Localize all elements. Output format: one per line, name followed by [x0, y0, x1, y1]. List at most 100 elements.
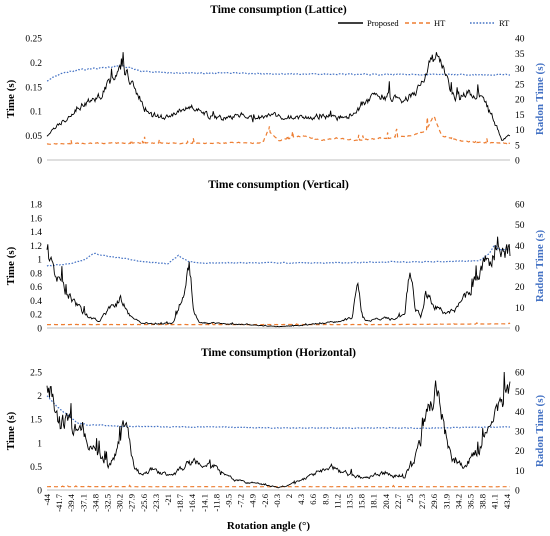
x-tick-label: -14.1 — [199, 494, 209, 512]
y-right-tick-label: 10 — [515, 304, 525, 314]
y-tick-label: 0.1 — [30, 108, 42, 118]
chart-panel-3: Time consumption (Horizontal) 0 0.5 1 1.5 2 2.… — [5, 347, 546, 497]
x-tick-label: -7.2 — [236, 494, 246, 508]
x-tick-label: 20.4 — [381, 493, 391, 509]
y-tick-label: 0 — [37, 325, 42, 335]
x-tick-label: 4.3 — [296, 494, 306, 505]
y-right-axis-label: Radon Time (s) — [534, 395, 546, 468]
x-tick-label: 29.6 — [429, 493, 439, 509]
series-line-ht — [46, 115, 511, 145]
x-tick-label: -30.2 — [115, 494, 125, 512]
x-tick-label: 25 — [405, 494, 415, 503]
x-tick-label: 11.2 — [332, 494, 342, 509]
y-right-tick-label: 10 — [515, 467, 525, 477]
x-tick-label: 13.5 — [345, 494, 355, 509]
y-tick-label: 1 — [37, 256, 42, 266]
legend-label-proposed: Proposed — [367, 18, 399, 28]
series-line-rt — [46, 64, 510, 82]
series-line-rt — [46, 244, 511, 267]
y-tick-label: 0.25 — [25, 35, 42, 45]
y-tick-label: 1.6 — [30, 214, 42, 224]
y-tick-label: 0.8 — [30, 269, 42, 279]
y-right-tick-label: 60 — [515, 369, 525, 379]
x-tick-label: -21 — [163, 494, 173, 505]
chart-panel-2: Time consumption (Vertical) 0 0.2 0.4 0.6 0.8… — [5, 179, 546, 335]
x-tick-label: -25.6 — [139, 493, 149, 512]
y-right-tick-label: 50 — [515, 221, 525, 231]
x-tick-label: 15.8 — [357, 494, 367, 509]
y-tick-label: 0.4 — [30, 297, 42, 307]
y-right-tick-label: 30 — [515, 263, 525, 273]
series-line-ht — [47, 484, 511, 488]
y-right-tick-label: 30 — [515, 428, 525, 438]
y-right-tick-label: 50 — [515, 388, 525, 398]
legend: Proposed HT RT — [338, 18, 510, 28]
x-tick-label: 43.4 — [502, 493, 512, 509]
y-right-tick-label: 20 — [515, 447, 525, 457]
y-right-tick-label: 60 — [515, 201, 525, 211]
y-right-tick-label: 40 — [515, 242, 525, 252]
legend-label-ht: HT — [434, 18, 446, 28]
y-right-tick-label: 40 — [515, 35, 525, 45]
x-tick-label: 27.3 — [417, 494, 427, 509]
y-axis-label: Time (s) — [5, 79, 17, 118]
y-axis-label: Time (s) — [5, 411, 17, 450]
x-tick-label: -37.1 — [78, 494, 88, 512]
x-tick-label: 36.5 — [466, 494, 476, 509]
y-tick-label: 0.6 — [30, 283, 42, 293]
y-right-tick-label: 40 — [515, 408, 525, 418]
x-tick-label: 22.7 — [393, 493, 403, 509]
x-tick-label: -11.8 — [211, 494, 221, 512]
y-right-axis-label: Radon Time (s) — [534, 230, 546, 303]
y-right-tick-label: 30 — [515, 65, 525, 75]
legend-label-rt: RT — [499, 18, 510, 28]
x-tick-label: -0.3 — [272, 494, 282, 508]
x-tick-label: 31.9 — [441, 494, 451, 509]
y-right-axis-label: Radon Time (s) — [534, 63, 546, 136]
x-tick-label: -34.8 — [90, 494, 100, 512]
y-right-tick-label: 15 — [515, 111, 525, 121]
y-right-tick-label: 25 — [515, 80, 525, 90]
x-tick-label: -39.4 — [66, 493, 76, 512]
x-tick-label: 34.2 — [453, 494, 463, 509]
x-tick-label: 38.8 — [478, 494, 488, 509]
x-tick-label: 8.9 — [320, 494, 330, 505]
y-tick-label: 0.2 — [30, 59, 42, 69]
y-axis-label: Time (s) — [5, 246, 17, 285]
x-tick-label: -23.3 — [151, 494, 161, 512]
chart-title: Time consumption (Vertical) — [208, 179, 349, 191]
series-line-ht — [47, 322, 511, 326]
chart-panel-1: Time consumption (Lattice) 0 0.05 0.1 0.15 0.… — [5, 4, 546, 167]
y-tick-label: 1.2 — [30, 242, 42, 252]
x-tick-label: -32.5 — [103, 494, 113, 512]
y-tick-label: 0 — [37, 487, 42, 497]
y-tick-label: 0.2 — [30, 311, 42, 321]
x-tick-labels: -44 -41.7 -39.4 -37.1 -34.8 -32.5 -30.2 -27.9 -2… — [42, 493, 512, 512]
x-tick-label: -16.4 — [187, 493, 197, 512]
y-tick-label: 0 — [37, 157, 42, 167]
y-right-tick-label: 5 — [515, 141, 520, 151]
y-tick-label: 2.5 — [30, 369, 42, 379]
x-tick-label: 41.1 — [490, 494, 500, 509]
x-tick-label: -41.7 — [54, 493, 64, 512]
x-tick-label: -9.5 — [224, 494, 234, 508]
y-tick-label: 2 — [37, 392, 42, 402]
x-tick-label: -4.9 — [248, 494, 258, 508]
x-tick-label: -18.7 — [175, 493, 185, 512]
x-tick-label: 18.1 — [369, 494, 379, 509]
y-tick-label: 1.4 — [30, 228, 42, 238]
y-tick-label: 0.15 — [25, 83, 42, 93]
series-line-proposed — [46, 52, 511, 141]
y-tick-label: 1.5 — [30, 416, 42, 426]
y-tick-label: 0.5 — [30, 463, 42, 473]
x-tick-label: 2 — [284, 494, 294, 498]
y-right-tick-label: 10 — [515, 126, 525, 136]
y-right-tick-label: 0 — [515, 487, 520, 497]
y-tick-label: 1.8 — [30, 201, 42, 211]
y-right-tick-label: 0 — [515, 157, 520, 167]
series-line-proposed — [46, 371, 511, 489]
chart-title: Time consumption (Lattice) — [210, 4, 347, 16]
x-tick-label: -2.6 — [260, 493, 270, 507]
series-line-proposed — [46, 236, 511, 328]
